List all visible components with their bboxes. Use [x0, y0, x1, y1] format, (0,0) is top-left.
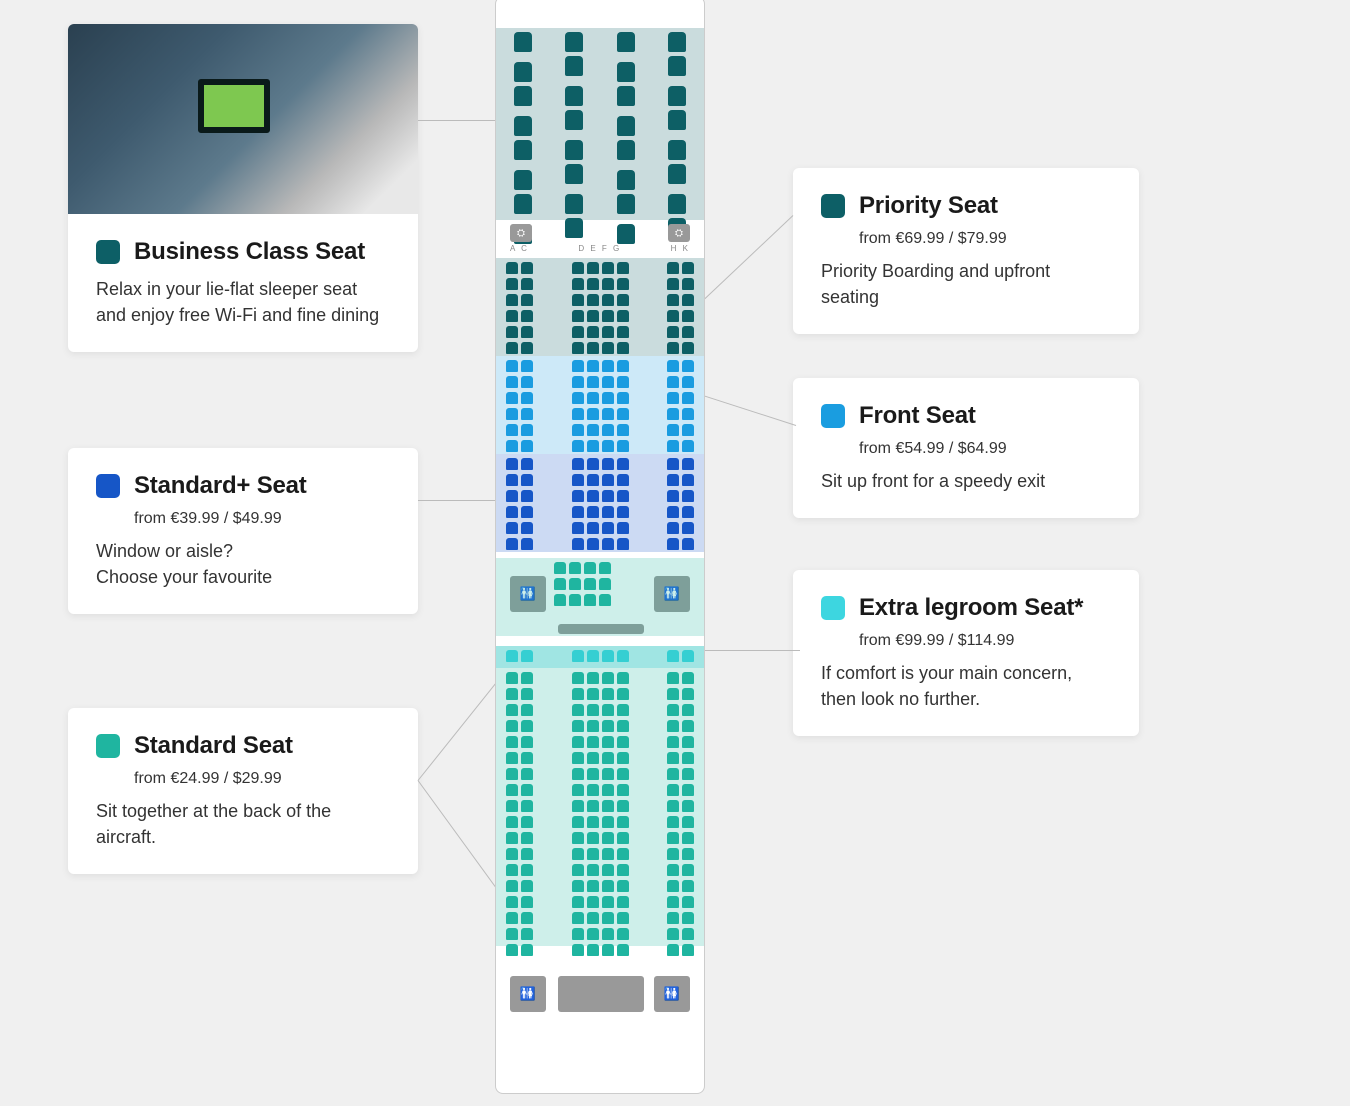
card-front: Front Seat from €54.99 / $64.99 Sit up f…	[793, 378, 1139, 518]
section-standard-plus	[496, 458, 704, 550]
swatch-standard	[96, 734, 120, 758]
lavatory-icon: ⛭	[510, 224, 532, 242]
title-extra-legroom: Extra legroom Seat*	[859, 594, 1083, 622]
section-extra-legroom-mid	[496, 562, 704, 606]
swatch-front	[821, 404, 845, 428]
card-extra-legroom: Extra legroom Seat* from €99.99 / $114.9…	[793, 570, 1139, 736]
title-front: Front Seat	[859, 402, 976, 430]
card-business-class: Business Class Seat Relax in your lie-fl…	[68, 24, 418, 352]
title-standard-plus: Standard+ Seat	[134, 472, 307, 500]
lavatory-icon: 🚻	[510, 976, 546, 1012]
business-class-photo	[68, 24, 418, 214]
section-front	[496, 360, 704, 452]
column-labels: A C D E F G H K	[496, 244, 704, 253]
card-priority: Priority Seat from €69.99 / $79.99 Prior…	[793, 168, 1139, 334]
desc-standard: Sit together at the back of the aircraft…	[96, 798, 390, 850]
swatch-business	[96, 240, 120, 264]
swatch-standard-plus	[96, 474, 120, 498]
title-business: Business Class Seat	[134, 238, 365, 266]
price-standard-plus: from €39.99 / $49.99	[134, 510, 390, 528]
lavatory-icon: 🚻	[654, 976, 690, 1012]
price-priority: from €69.99 / $79.99	[859, 230, 1111, 248]
swatch-priority	[821, 194, 845, 218]
price-front: from €54.99 / $64.99	[859, 440, 1111, 458]
price-extra-legroom: from €99.99 / $114.99	[859, 632, 1111, 650]
section-standard	[496, 672, 704, 956]
desc-extra-legroom: If comfort is your main concern, then lo…	[821, 660, 1111, 712]
bulkhead	[558, 976, 644, 1012]
card-standard: Standard Seat from €24.99 / $29.99 Sit t…	[68, 708, 418, 874]
lavatory-icon: ⛭	[668, 224, 690, 242]
section-extra-legroom-row	[496, 650, 704, 662]
title-priority: Priority Seat	[859, 192, 998, 220]
title-standard: Standard Seat	[134, 732, 293, 760]
section-priority	[496, 262, 704, 354]
desc-front: Sit up front for a speedy exit	[821, 468, 1111, 494]
airplane-seat-map: ⛭ ⛭ A C D E F G H K 🚻 🚻 🚻 🚻	[495, 10, 705, 1080]
swatch-extra-legroom	[821, 596, 845, 620]
section-business	[496, 32, 704, 244]
desc-business: Relax in your lie-flat sleeper seat and …	[96, 276, 390, 328]
desc-priority: Priority Boarding and upfront seating	[821, 258, 1111, 310]
desc-standard-plus: Window or aisle? Choose your favourite	[96, 538, 390, 590]
bulkhead	[558, 624, 644, 634]
price-standard: from €24.99 / $29.99	[134, 770, 390, 788]
card-standard-plus: Standard+ Seat from €39.99 / $49.99 Wind…	[68, 448, 418, 614]
